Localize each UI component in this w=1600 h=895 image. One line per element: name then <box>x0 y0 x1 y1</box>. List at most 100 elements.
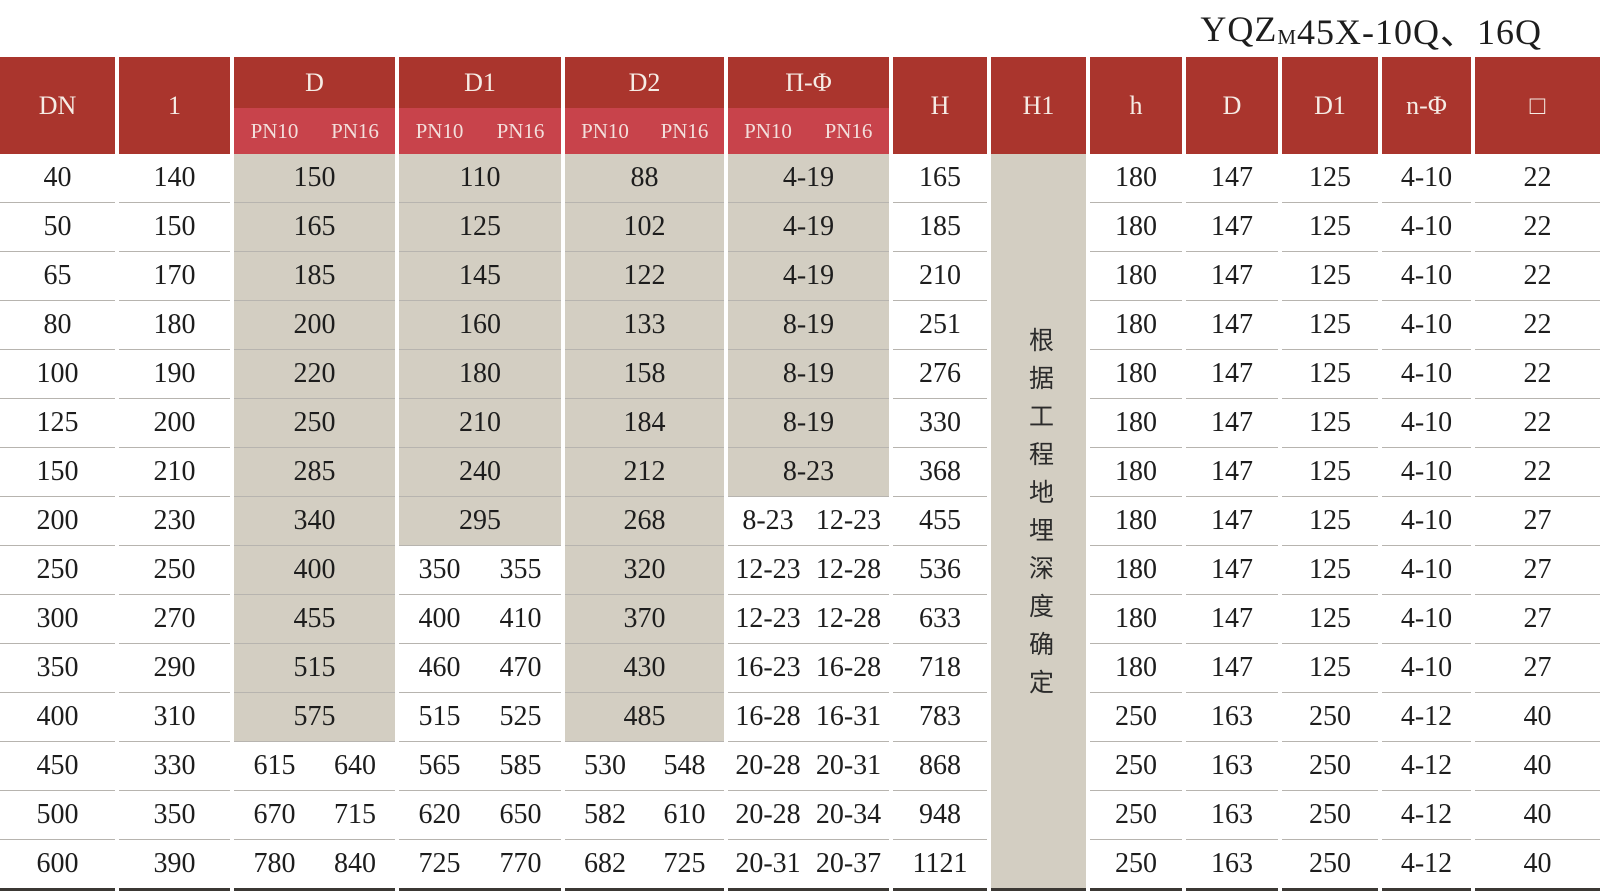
table-cell: 20-28 <box>726 741 808 791</box>
table-row: 500 350 670 715 620 650 582 610 20-28 20-34 948 250… <box>0 790 1600 840</box>
subheader-pn16: PN16 <box>315 108 399 154</box>
table-cell: 180 <box>1088 154 1187 203</box>
table-cell: 180 <box>1088 447 1187 497</box>
col-header-d2: D2 <box>563 57 728 108</box>
col-header-n-phi: n-Φ <box>1380 57 1476 154</box>
table-cell: 250 <box>1280 839 1383 890</box>
table-cell: 600 <box>0 839 119 890</box>
table-cell: 770 <box>480 839 565 890</box>
table-cell: 455 <box>232 594 399 644</box>
table-cell: 125 <box>1280 545 1383 595</box>
table-cell: 640 <box>315 741 399 791</box>
table-cell: 40 <box>1473 790 1600 840</box>
table-row: 300 270 455 400 410 370 12-23 12-28 633 180 147 125… <box>0 594 1600 644</box>
table-cell: 530 <box>563 741 645 791</box>
table-cell: 147 <box>1184 202 1283 252</box>
table-cell: 565 <box>397 741 480 791</box>
table-cell: 515 <box>232 643 399 693</box>
table-cell: 8-19 <box>726 398 894 448</box>
table-cell: 147 <box>1184 594 1283 644</box>
table-cell: 330 <box>891 398 992 448</box>
table-cell: 180 <box>1088 349 1187 399</box>
table-cell: 585 <box>480 741 565 791</box>
table-cell: 140 <box>117 154 234 203</box>
dimension-table: DN 1 D D1 D2 Π-Φ H H1 h D D1 n-Φ □ PN10 … <box>0 57 1600 891</box>
table-cell: 620 <box>397 790 480 840</box>
header-row-pn: PN10 PN16 PN10 PN16 PN10 PN16 PN10 PN16 <box>0 108 1600 154</box>
table-cell: 125 <box>1280 202 1383 252</box>
table-cell: 350 <box>117 790 234 840</box>
table-cell: 400 <box>397 594 480 644</box>
table-cell: 147 <box>1184 300 1283 350</box>
table-cell: 22 <box>1473 398 1600 448</box>
table-cell: 65 <box>0 251 119 301</box>
table-cell: 102 <box>563 202 728 252</box>
table-cell: 88 <box>563 154 728 203</box>
table-cell: 27 <box>1473 594 1600 644</box>
table-cell: 300 <box>0 594 119 644</box>
table-cell: 250 <box>1280 790 1383 840</box>
subheader-pn10: PN10 <box>232 108 315 154</box>
table-cell: 27 <box>1473 643 1600 693</box>
table-cell: 840 <box>315 839 399 890</box>
table-cell: 320 <box>563 545 728 595</box>
table-cell: 210 <box>397 398 565 448</box>
table-cell: 200 <box>232 300 399 350</box>
table-cell: 22 <box>1473 300 1600 350</box>
table-cell: 725 <box>645 839 728 890</box>
table-cell: 4-19 <box>726 154 894 203</box>
table-cell: 310 <box>117 692 234 742</box>
table-cell: 725 <box>397 839 480 890</box>
table-cell: 16-28 <box>808 643 894 693</box>
table-row: 250 250 400 350 355 320 12-23 12-28 536 180 147 125… <box>0 545 1600 595</box>
table-cell: 4-10 <box>1380 251 1476 301</box>
table-cell: 715 <box>315 790 399 840</box>
table-cell: 400 <box>0 692 119 742</box>
title-subscript: M <box>1277 25 1298 49</box>
title-suffix: 45X-10Q、16Q <box>1297 11 1542 52</box>
table-cell: 525 <box>480 692 565 742</box>
table-cell: 460 <box>397 643 480 693</box>
table-row: 40 140 150 110 88 4-19 165 根据工程地埋深度确定 180 147 125 4… <box>0 154 1600 890</box>
table-cell: 370 <box>563 594 728 644</box>
page-title: YQZ M 45X-10Q、16Q <box>0 0 1600 57</box>
table-cell: 230 <box>117 496 234 546</box>
table-cell: 4-12 <box>1380 692 1476 742</box>
table-cell: 125 <box>1280 251 1383 301</box>
table-cell: 780 <box>232 839 315 890</box>
table-cell: 27 <box>1473 545 1600 595</box>
table-cell: 184 <box>563 398 728 448</box>
col-header-h-cap: H <box>891 57 992 154</box>
table-cell: 470 <box>480 643 565 693</box>
table-cell: 40 <box>0 154 119 203</box>
table-cell: 515 <box>397 692 480 742</box>
table-cell: 330 <box>117 741 234 791</box>
table-cell: 276 <box>891 349 992 399</box>
table-cell: 350 <box>397 545 480 595</box>
table-cell: 20-31 <box>726 839 808 890</box>
table-row: 80 180 200 160 133 8-19 251 180 147 125 4-10 22 <box>0 300 1600 350</box>
table-cell: 12-28 <box>808 545 894 595</box>
table-cell: 145 <box>397 251 565 301</box>
table-row: 200 230 340 295 268 8-23 12-23 455 180 147 125 4-10… <box>0 496 1600 546</box>
table-cell: 250 <box>1280 692 1383 742</box>
table-cell: 633 <box>891 594 992 644</box>
table-cell: 20-34 <box>808 790 894 840</box>
table-cell: 150 <box>232 154 399 203</box>
table-cell: 12-23 <box>726 594 808 644</box>
table-cell: 610 <box>645 790 728 840</box>
table-cell: 147 <box>1184 154 1283 203</box>
table-body: 40 140 150 110 88 4-19 165 根据工程地埋深度确定 180 147 125 4… <box>0 154 1600 890</box>
table-cell: 8-23 <box>726 447 894 497</box>
table-cell: 355 <box>480 545 565 595</box>
col-header-holes: Π-Φ <box>726 57 894 108</box>
table-cell: 350 <box>0 643 119 693</box>
table-cell: 185 <box>232 251 399 301</box>
table-header: DN 1 D D1 D2 Π-Φ H H1 h D D1 n-Φ □ PN10 … <box>0 57 1600 154</box>
table-cell: 125 <box>1280 300 1383 350</box>
table-cell: 125 <box>1280 594 1383 644</box>
table-cell: 210 <box>117 447 234 497</box>
table-cell: 4-10 <box>1380 643 1476 693</box>
table-cell: 368 <box>891 447 992 497</box>
table-cell: 4-12 <box>1380 741 1476 791</box>
